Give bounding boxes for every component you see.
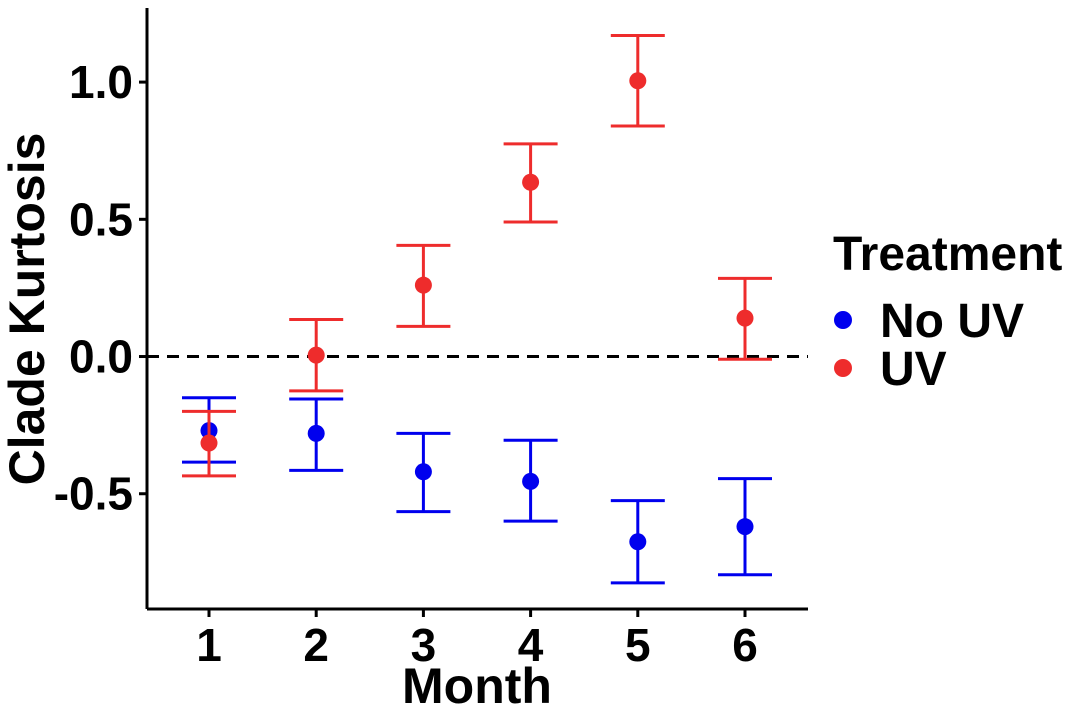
x-tick-label: 1 xyxy=(196,619,222,671)
data-point xyxy=(414,276,432,294)
legend-title: Treatment xyxy=(833,228,1062,281)
x-tick-label: 5 xyxy=(625,619,651,671)
x-tick-label: 4 xyxy=(518,619,544,671)
y-tick-label: 1.0 xyxy=(69,56,133,108)
data-point xyxy=(629,533,647,551)
data-point xyxy=(307,346,325,364)
y-tick-label: -0.5 xyxy=(54,468,133,520)
data-point xyxy=(736,518,754,536)
data-point xyxy=(522,173,540,191)
data-point xyxy=(629,72,647,90)
data-point xyxy=(307,424,325,442)
legend-key xyxy=(834,359,852,377)
y-axis-title: Clade Kurtosis xyxy=(0,133,55,486)
legend-label: UV xyxy=(880,343,947,396)
data-point xyxy=(414,463,432,481)
x-tick-label: 6 xyxy=(732,619,758,671)
legend-label: No UV xyxy=(880,295,1024,348)
data-point xyxy=(736,309,754,327)
data-point xyxy=(200,434,218,452)
y-tick-label: 0.0 xyxy=(69,331,133,383)
series-no-uv xyxy=(182,396,772,585)
x-tick-label: 3 xyxy=(411,619,437,671)
x-tick-label: 2 xyxy=(303,619,329,671)
data-point xyxy=(522,472,540,490)
legend-key xyxy=(834,311,852,329)
x-axis-title: Month xyxy=(402,658,552,714)
y-tick-label: 0.5 xyxy=(69,193,133,245)
series-uv xyxy=(182,33,772,478)
